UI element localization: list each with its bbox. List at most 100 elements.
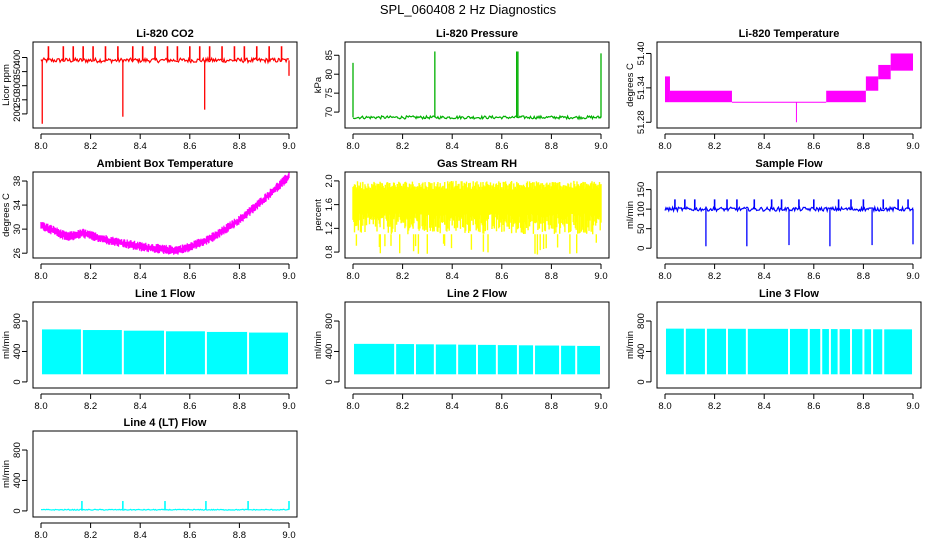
y-tick-label: 1.6 <box>324 198 335 211</box>
x-tick-label: 8.4 <box>446 401 459 412</box>
flow-block <box>123 330 165 375</box>
x-tick-label: 8.6 <box>183 530 196 540</box>
x-tick-label: 8.0 <box>34 141 47 152</box>
panel-9: Line 3 Flow 8.0 8.2 8.4 8.6 8.8 9.0 0 400 800ml/m… <box>625 288 922 412</box>
y-tick-label: 50 <box>636 223 647 234</box>
plot-frame <box>656 41 922 129</box>
y-tick-label: 0.8 <box>324 245 335 258</box>
main-title: SPL_060408 2 Hz Diagnostics <box>379 2 557 17</box>
flow-block <box>165 331 205 375</box>
series-line <box>352 114 602 121</box>
flow-block <box>497 345 517 375</box>
step-band <box>890 53 913 71</box>
x-tick-label: 8.8 <box>233 401 246 412</box>
y-axis: 51.28 51.34 51.40 <box>636 42 652 134</box>
x-tick-label: 9.0 <box>282 401 295 412</box>
flow-block <box>727 328 746 375</box>
x-tick-label: 9.0 <box>594 271 607 282</box>
x-tick-label: 8.8 <box>545 141 558 152</box>
x-tick-label: 8.0 <box>34 401 47 412</box>
panel-title: Line 4 (LT) Flow <box>124 417 207 429</box>
x-axis: 8.0 8.2 8.4 8.6 8.8 9.0 <box>658 133 920 152</box>
y-tick-label: 0 <box>636 379 647 384</box>
y-axis-label: ml/min <box>625 201 636 229</box>
y-tick-label: 400 <box>324 344 335 360</box>
data-series <box>352 51 602 121</box>
x-tick-label: 8.0 <box>658 141 671 152</box>
x-tick-label: 9.0 <box>282 271 295 282</box>
y-tick-label: 400 <box>636 344 647 360</box>
flow-block <box>518 345 534 375</box>
flow-block <box>41 329 81 375</box>
x-tick-label: 9.0 <box>594 401 607 412</box>
y-tick-label: 51.28 <box>636 110 647 134</box>
flow-block <box>82 330 122 375</box>
y-tick-label: 0 <box>636 246 647 251</box>
x-tick-label: 8.2 <box>84 141 97 152</box>
x-tick-label: 8.4 <box>758 141 771 152</box>
y-axis: 0 400 800 <box>324 313 340 385</box>
y-tick-label: 200 <box>12 106 23 122</box>
y-tick-label: 0 <box>12 508 23 513</box>
flow-block <box>535 345 560 375</box>
x-tick-label: 8.4 <box>758 401 771 412</box>
x-tick-label: 8.4 <box>446 141 459 152</box>
y-axis: 0 400 800 <box>636 313 652 385</box>
data-series <box>40 172 290 255</box>
panel-8: Line 2 Flow 8.0 8.2 8.4 8.6 8.8 9.0 0 400 800ml/m… <box>313 288 610 412</box>
y-tick-label: 400 <box>12 344 23 360</box>
panel-5: Gas Stream RH 8.0 8.2 8.4 8.6 8.8 9.0 0.8 1.2 1.6… <box>313 158 610 282</box>
panel-title: Line 2 Flow <box>447 288 507 300</box>
x-tick-label: 8.8 <box>857 401 870 412</box>
x-tick-label: 9.0 <box>906 141 919 152</box>
x-tick-label: 8.4 <box>446 271 459 282</box>
series-line <box>40 55 290 65</box>
step-band <box>865 76 879 91</box>
x-tick-label: 8.4 <box>134 141 147 152</box>
y-tick-label: 150 <box>636 182 647 198</box>
x-axis: 8.0 8.2 8.4 8.6 8.8 9.0 <box>346 133 608 152</box>
x-tick-label: 8.0 <box>34 271 47 282</box>
y-axis-label: ml/min <box>1 460 12 488</box>
data-series <box>665 328 913 375</box>
x-tick-label: 8.8 <box>545 401 558 412</box>
x-tick-label: 8.2 <box>396 141 409 152</box>
y-axis-label: ml/min <box>625 331 636 359</box>
flow-block <box>353 343 395 375</box>
plot-frame <box>656 301 922 389</box>
y-axis-label: degrees C <box>625 63 636 107</box>
panel-1: Li-820 CO2 8.0 8.2 8.4 8.6 8.8 9.0 200250300350… <box>1 28 298 152</box>
y-tick-label: 38 <box>12 176 23 187</box>
y-axis: 0 400 800 <box>12 442 28 514</box>
y-tick-label: 34 <box>12 200 23 211</box>
x-tick-label: 8.6 <box>495 401 508 412</box>
step-band <box>669 90 732 103</box>
x-tick-label: 8.6 <box>495 271 508 282</box>
y-axis-label: ml/min <box>1 331 12 359</box>
data-series <box>353 343 601 375</box>
x-axis: 8.0 8.2 8.4 8.6 8.8 9.0 <box>658 263 920 282</box>
panel-title: Line 3 Flow <box>759 288 819 300</box>
y-axis-label: percent <box>313 199 324 231</box>
step-band <box>878 64 891 80</box>
x-tick-label: 8.8 <box>233 271 246 282</box>
x-tick-label: 8.2 <box>396 271 409 282</box>
flow-block <box>685 328 705 375</box>
data-series <box>664 199 914 247</box>
x-tick-label: 8.2 <box>708 271 721 282</box>
y-axis: 0.8 1.2 1.6 2.0 <box>324 174 340 259</box>
flow-block <box>577 345 601 375</box>
x-tick-label: 8.6 <box>807 141 820 152</box>
x-axis: 8.0 8.2 8.4 8.6 8.8 9.0 <box>658 393 920 412</box>
flow-block <box>884 329 913 375</box>
panel-title: Li-820 CO2 <box>136 28 193 40</box>
x-tick-label: 9.0 <box>906 401 919 412</box>
x-tick-label: 8.6 <box>183 271 196 282</box>
x-tick-label: 8.6 <box>183 141 196 152</box>
data-series <box>352 180 602 255</box>
flow-block <box>839 329 851 375</box>
x-tick-label: 8.2 <box>84 530 97 540</box>
y-tick-label: 2.0 <box>324 174 335 187</box>
step-band <box>826 90 866 103</box>
